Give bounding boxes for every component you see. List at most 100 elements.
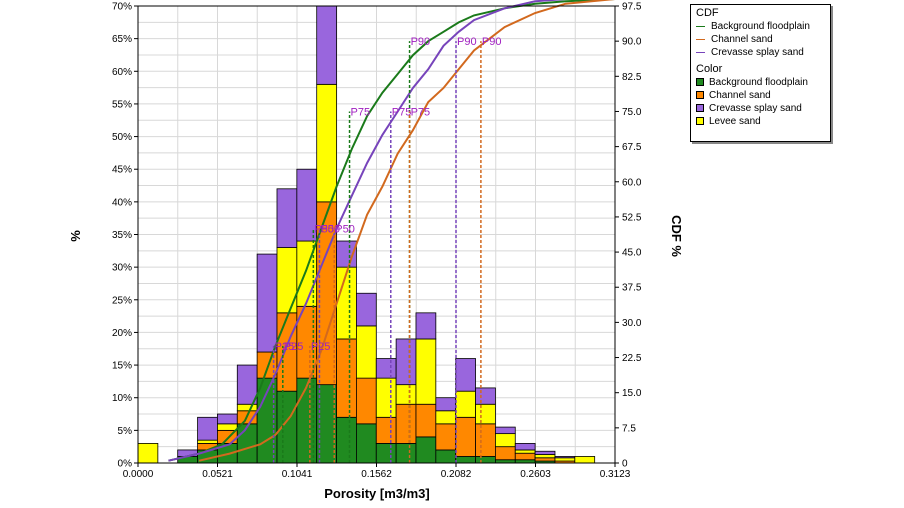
y-tick-label: 20%: [112, 328, 132, 339]
histogram-bar: [495, 433, 516, 448]
histogram-bar: [356, 325, 377, 379]
y2-tick-label: 82.5: [622, 72, 642, 83]
legend-color-swatch: [696, 104, 704, 113]
histogram-bar: [455, 390, 476, 418]
legend-line-swatch: [696, 51, 705, 53]
y2-tick-label: 90.0: [622, 37, 642, 48]
histogram-bar: [475, 387, 496, 405]
y2-tick-label: 0: [622, 459, 628, 470]
x-tick-label: 0.2082: [441, 469, 472, 480]
histogram-bar: [336, 338, 357, 418]
x-tick-label: 0.3123: [600, 469, 631, 480]
percentile-label: P90: [482, 36, 502, 48]
x-tick-label: 0.2603: [520, 469, 551, 480]
bars: [137, 5, 596, 464]
y-tick-label: 10%: [112, 393, 132, 404]
percentile-label: P90: [411, 36, 431, 48]
histogram-bar: [197, 439, 218, 444]
legend-color-swatch: [696, 117, 704, 126]
x-tick-label: 0.0000: [123, 469, 154, 480]
histogram-bar: [356, 377, 377, 425]
legend-color-swatch: [696, 78, 704, 87]
histogram-bar: [574, 456, 596, 464]
y-tick-label: 55%: [112, 99, 132, 110]
histogram-bar: [415, 312, 437, 340]
cdf-legend-item: Crevasse splay sand: [696, 46, 830, 59]
y2-tick-label: 15.0: [622, 388, 642, 399]
histogram-bar: [534, 450, 556, 455]
histogram-bar: [455, 416, 476, 457]
y2-tick-label: 60.0: [622, 177, 642, 188]
y2-tick-label: 75.0: [622, 107, 642, 118]
color-legend-label: Crevasse splay sand: [709, 103, 802, 114]
y-tick-label: 30%: [112, 263, 132, 274]
y-tick-label: 15%: [112, 361, 132, 372]
x-axis: 0.0000 0.0521 0.1041 0.1562 0.2082 0.2603 0.31…: [123, 463, 631, 480]
percentile-label: P25: [275, 341, 295, 353]
percentile-label: P75: [351, 106, 371, 118]
y-tick-label: 40%: [112, 197, 132, 208]
histogram-bar: [435, 423, 457, 451]
cdf-legend-item: Channel sand: [696, 33, 830, 46]
y-axis: 0% 5% 10% 15% 20% 25% 30% 35% 40% 45% 50% 55% 60% 65%…: [112, 2, 138, 470]
cdf-legend-label: Background floodplain: [711, 21, 810, 32]
color-legend-title: Color: [696, 63, 723, 75]
histogram-bar: [217, 413, 238, 425]
histogram-bar: [514, 443, 536, 451]
color-legend-item: Channel sand: [696, 89, 830, 102]
y2-tick-label: 52.5: [622, 212, 642, 223]
legend-line-swatch: [696, 25, 705, 27]
x-axis-title: Porosity [m3/m3]: [324, 486, 429, 501]
histogram-bar: [514, 449, 536, 454]
percentile-label: P75: [411, 106, 431, 118]
histogram-bar: [356, 292, 377, 327]
histogram-bar: [554, 457, 576, 462]
percentile-label: P25: [284, 341, 304, 353]
histogram-bar: [217, 423, 238, 431]
y2-tick-label: 45.0: [622, 248, 642, 259]
histogram-bar: [236, 423, 258, 464]
x-tick-label: 0.1041: [282, 469, 313, 480]
cdf-legend-title: CDF: [696, 7, 719, 19]
histogram-bar: [336, 416, 357, 464]
cdf-legend-label: Channel sand: [711, 34, 773, 45]
histogram-bar: [554, 456, 576, 459]
histogram-bar: [455, 456, 476, 464]
cdf-legend-item: Background floodplain: [696, 20, 830, 33]
legend-color-swatch: [696, 91, 704, 100]
histogram-bar: [435, 397, 457, 412]
cdf-legend-label: Crevasse splay sand: [711, 47, 804, 58]
y-tick-label: 65%: [112, 34, 132, 45]
histogram-bar: [475, 423, 496, 457]
histogram-bar: [435, 449, 457, 464]
y-tick-label: 70%: [112, 2, 132, 13]
histogram-bar: [455, 358, 476, 392]
histogram-bar: [495, 446, 516, 461]
histogram-bar: [276, 188, 298, 248]
y-tick-label: 35%: [112, 230, 132, 241]
y2-tick-label: 30.0: [622, 318, 642, 329]
histogram-bar: [514, 452, 536, 461]
cdf-line: [168, 0, 616, 462]
percentile-label: P25: [311, 341, 331, 353]
cdf-line: [198, 0, 616, 462]
histogram-bar: [395, 338, 417, 386]
color-legend-item: Background floodplain: [696, 76, 830, 89]
y2-axis: 0 7.5 15.0 22.5 30.0 37.5 45.0 52.5 60.0 67.5 75.0…: [615, 2, 642, 470]
histogram-bar: [236, 403, 258, 412]
histogram-bar: [395, 384, 417, 405]
histogram-bar: [395, 403, 417, 444]
histogram-bar: [395, 443, 417, 464]
y-tick-label: 50%: [112, 132, 132, 143]
percentile-label: P75: [392, 106, 412, 118]
histogram-bar: [276, 390, 298, 464]
y-tick-label: 60%: [112, 67, 132, 78]
histogram-bar: [336, 266, 357, 340]
y-tick-label: 0%: [118, 459, 133, 470]
color-legend-label: Channel sand: [709, 90, 771, 101]
histogram-bar: [375, 443, 397, 464]
histogram-bar: [495, 426, 516, 435]
histogram-bar: [534, 454, 556, 459]
